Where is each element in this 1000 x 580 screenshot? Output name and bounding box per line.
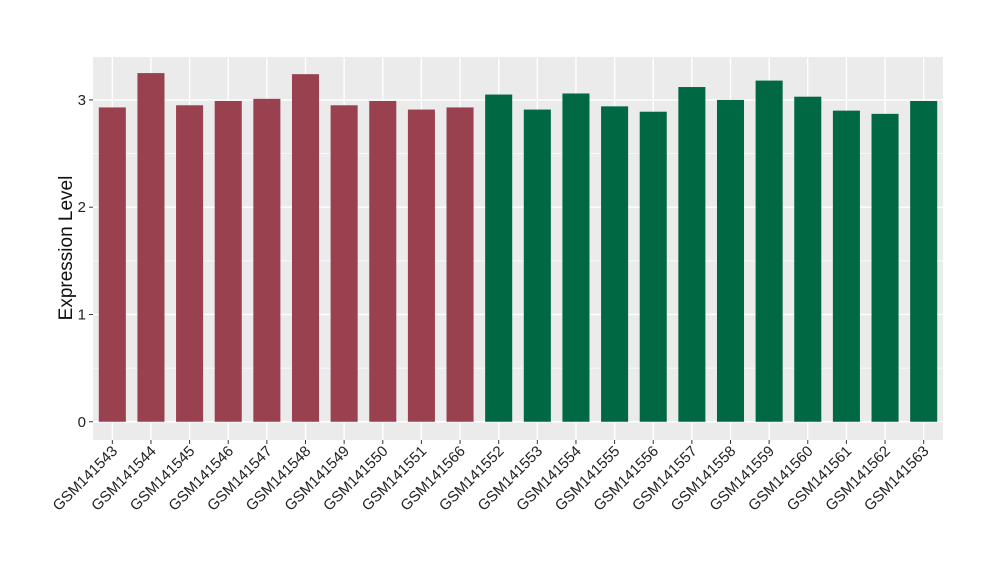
- y-axis: 0 1 2 3: [78, 92, 93, 431]
- y-tick-label: 1: [78, 306, 86, 323]
- bar-GSM141563: [910, 100, 938, 422]
- bar-GSM141555: [601, 106, 629, 422]
- bar-GSM141556: [639, 111, 667, 422]
- y-tick-label: 3: [78, 92, 86, 109]
- y-tick-label: 2: [78, 199, 86, 216]
- bar-GSM141554: [562, 93, 590, 422]
- bar-GSM141552: [485, 94, 513, 422]
- bar-GSM141544: [137, 73, 165, 422]
- bar-GSM141553: [523, 109, 551, 422]
- x-axis: GSM141543GSM141544GSM141545GSM141546GSM1…: [50, 440, 933, 514]
- bar-GSM141549: [330, 105, 358, 422]
- bar-GSM141551: [407, 109, 435, 422]
- bar-GSM141560: [794, 96, 822, 422]
- bars: [98, 73, 938, 422]
- bar-GSM141561: [832, 110, 860, 422]
- bar-GSM141562: [871, 113, 899, 422]
- bar-GSM141557: [678, 87, 706, 422]
- bar-GSM141548: [291, 74, 320, 422]
- bar-GSM141546: [214, 100, 242, 422]
- y-axis-title: Expression Level: [56, 176, 77, 321]
- y-tick-label: 0: [78, 414, 86, 431]
- bar-GSM141545: [176, 105, 204, 422]
- bar-GSM141550: [369, 100, 397, 422]
- bar-GSM141547: [253, 98, 281, 422]
- bar-GSM141566: [446, 107, 474, 422]
- bar-GSM141558: [716, 99, 745, 422]
- bar-GSM141559: [755, 80, 783, 422]
- bar-GSM141543: [98, 107, 126, 422]
